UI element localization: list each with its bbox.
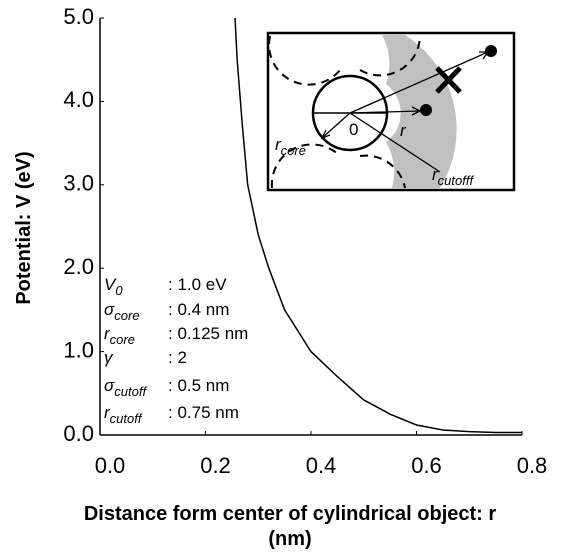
y-tick-label: 5.0 — [63, 4, 94, 29]
curve — [234, 17, 522, 434]
symbol: V — [104, 275, 117, 294]
parameter: γ — [104, 348, 114, 367]
parameter-value: : 0.4 nm — [168, 300, 229, 319]
parameter: σcutoff — [104, 376, 147, 399]
symbol: r — [104, 403, 111, 422]
symbol: r — [104, 324, 111, 343]
rcutoff-label: rcutofff — [432, 165, 474, 188]
subscript: core — [110, 332, 135, 347]
parameter: σcore — [104, 300, 140, 323]
excluded-marker — [435, 66, 462, 94]
y-tick-label: 1.0 — [63, 337, 94, 362]
rcore-label: rcore — [275, 135, 306, 158]
neighbor-circle — [268, 35, 341, 86]
x-tick-label: 0.0 — [95, 453, 126, 478]
origin-label: 0 — [349, 120, 358, 139]
x-tick-label: 0.4 — [306, 453, 337, 478]
r-label: r — [400, 121, 407, 140]
subscript: core — [281, 143, 306, 158]
inset-diagram: 0 r rcore rcutofff — [266, 31, 516, 192]
subscript: core — [114, 308, 139, 323]
parameter-value: : 0.125 nm — [168, 324, 248, 343]
subscript: cutoff — [114, 384, 147, 399]
x-tick-label: 0.8 — [517, 453, 548, 478]
particle — [485, 45, 497, 57]
symbol: r — [275, 135, 282, 154]
parameter: rcutoff — [104, 403, 143, 426]
symbol: σ — [104, 376, 115, 395]
neighbor-circle — [270, 143, 341, 189]
parameter-value: : 0.5 nm — [168, 376, 229, 395]
parameter-value: : 0.75 nm — [168, 403, 239, 422]
neighbor-circle — [359, 35, 421, 77]
y-tick-label: 3.0 — [63, 171, 94, 196]
subscript: cutoff — [110, 411, 143, 426]
parameter-value: : 1.0 eV — [168, 275, 227, 294]
particle — [420, 104, 432, 116]
arrows — [320, 51, 490, 173]
parameter: rcore — [104, 324, 135, 347]
neighbor-circle — [359, 154, 406, 189]
symbol: γ — [104, 348, 114, 367]
x-tick-label: 0.6 — [411, 453, 442, 478]
y-tick-label: 2.0 — [63, 254, 94, 279]
parameter: V0 — [104, 275, 123, 298]
x-axis-title: (nm) — [268, 528, 311, 550]
y-tick-label: 4.0 — [63, 87, 94, 112]
symbol: σ — [104, 300, 115, 319]
x-tick-label: 0.2 — [200, 453, 231, 478]
x-axis-title: Distance form center of cylindrical obje… — [84, 503, 497, 525]
y-axis-title: Potential: V (eV) — [13, 151, 35, 304]
y-tick-label: 0.0 — [63, 421, 94, 446]
symbol: r — [432, 165, 439, 184]
subscript: cutofff — [438, 173, 475, 188]
subscript: 0 — [115, 283, 123, 298]
parameter-value: : 2 — [168, 348, 187, 367]
